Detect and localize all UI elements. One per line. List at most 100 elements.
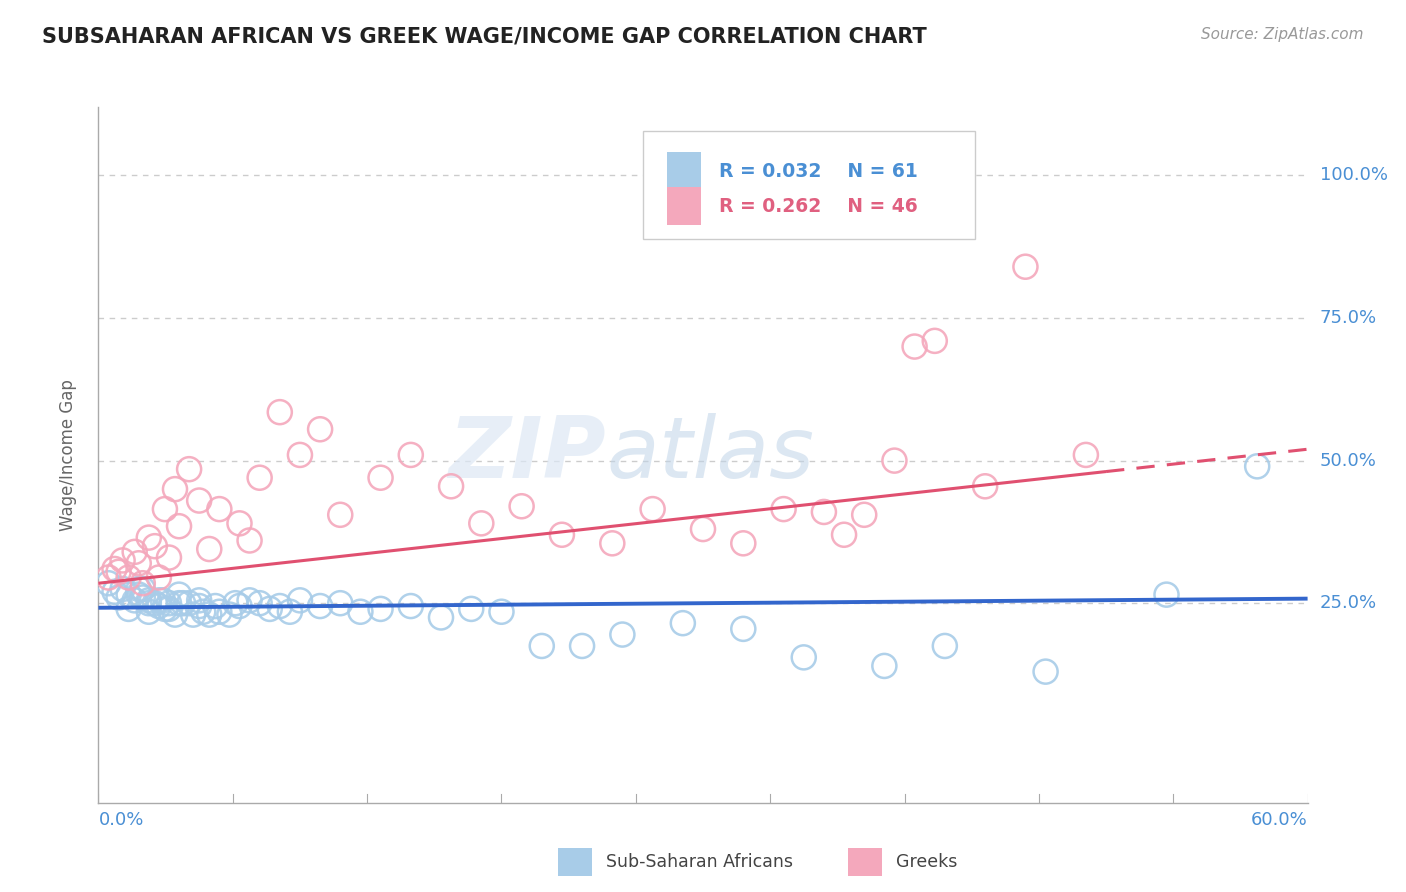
Point <box>399 599 422 613</box>
Point <box>269 405 291 419</box>
Point <box>157 596 180 610</box>
Text: 50.0%: 50.0% <box>1320 451 1376 469</box>
Point <box>399 448 422 462</box>
Point <box>103 562 125 576</box>
Point <box>641 502 664 516</box>
Point <box>128 582 150 596</box>
Point <box>107 565 129 579</box>
Point <box>259 602 281 616</box>
Point <box>228 516 250 531</box>
Text: R = 0.032    N = 61: R = 0.032 N = 61 <box>718 161 918 181</box>
Point <box>530 639 553 653</box>
Point <box>177 462 201 476</box>
Text: 25.0%: 25.0% <box>1320 594 1376 612</box>
Point <box>107 591 129 605</box>
Point <box>793 650 815 665</box>
Point <box>111 553 134 567</box>
Text: 0.0%: 0.0% <box>98 812 143 830</box>
Point <box>188 593 211 607</box>
Point <box>204 599 226 613</box>
Point <box>97 576 120 591</box>
Point <box>138 605 160 619</box>
Point <box>460 602 482 616</box>
Point <box>143 596 166 610</box>
Point <box>153 502 176 516</box>
Point <box>193 605 215 619</box>
Point <box>148 570 170 584</box>
Point <box>239 533 262 548</box>
Point <box>157 550 180 565</box>
Bar <box>558 848 592 876</box>
Point <box>167 588 190 602</box>
Point <box>128 556 150 570</box>
Point <box>153 602 176 616</box>
Point <box>924 334 946 348</box>
Text: ZIP: ZIP <box>449 413 606 497</box>
Text: 75.0%: 75.0% <box>1320 309 1376 327</box>
Point <box>309 599 332 613</box>
Point <box>288 593 311 607</box>
Bar <box>666 153 700 191</box>
Point <box>571 639 593 653</box>
Point <box>132 591 155 605</box>
Bar <box>848 848 882 876</box>
Text: Source: ZipAtlas.com: Source: ZipAtlas.com <box>1201 27 1364 42</box>
Point <box>167 596 190 610</box>
Point <box>934 639 956 653</box>
Text: R = 0.262    N = 46: R = 0.262 N = 46 <box>718 196 918 216</box>
Point <box>1246 459 1268 474</box>
Point <box>198 541 221 556</box>
Point <box>148 593 170 607</box>
Point <box>208 502 231 516</box>
Point <box>813 505 835 519</box>
Point <box>124 545 146 559</box>
Point <box>733 622 755 636</box>
Point <box>430 610 453 624</box>
Point <box>904 340 927 354</box>
Point <box>157 602 180 616</box>
Point <box>143 539 166 553</box>
Point <box>239 593 262 607</box>
Point <box>228 599 250 613</box>
Point <box>278 605 301 619</box>
Point <box>118 602 141 616</box>
Point <box>733 536 755 550</box>
Point <box>672 616 695 631</box>
Point <box>132 576 155 591</box>
Point <box>111 582 134 596</box>
Point <box>832 528 855 542</box>
Point <box>148 599 170 613</box>
Point <box>128 588 150 602</box>
Point <box>172 596 194 610</box>
Point <box>103 584 125 599</box>
Point <box>138 593 160 607</box>
Point <box>612 627 634 641</box>
Point <box>853 508 876 522</box>
Point <box>600 536 623 550</box>
Text: atlas: atlas <box>606 413 814 497</box>
Point <box>329 508 352 522</box>
Point <box>218 607 240 622</box>
Point <box>188 599 211 613</box>
Point <box>132 582 155 596</box>
Point <box>249 596 271 610</box>
Point <box>163 607 186 622</box>
Point <box>349 605 371 619</box>
Point <box>118 588 141 602</box>
Point <box>1074 448 1097 462</box>
Point <box>510 500 533 514</box>
Point <box>188 493 211 508</box>
Point <box>692 522 714 536</box>
Point <box>138 531 160 545</box>
Point <box>138 596 160 610</box>
Point <box>491 605 513 619</box>
Point <box>772 502 794 516</box>
Point <box>177 596 201 610</box>
Point <box>329 596 352 610</box>
Point <box>440 479 463 493</box>
Point <box>198 607 221 622</box>
Point <box>1156 588 1178 602</box>
Point <box>167 519 190 533</box>
Point <box>1035 665 1057 679</box>
Point <box>118 570 141 584</box>
